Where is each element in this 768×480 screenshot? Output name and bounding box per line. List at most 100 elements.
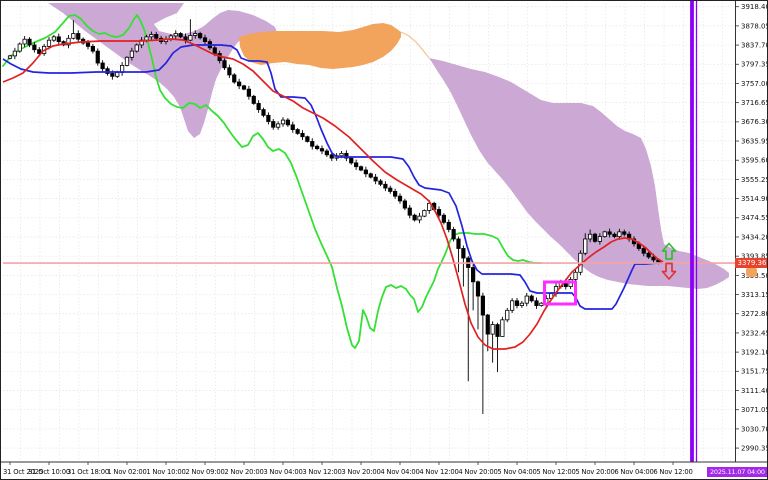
kijun-sen-line (2, 44, 663, 310)
bull-candle (149, 34, 154, 38)
bull-candle (129, 50, 134, 58)
price-tick-label: 3434.20 (741, 233, 768, 241)
price-tick-label: 2990.35 (741, 444, 768, 452)
bull-candle (422, 210, 427, 217)
bear-candle (256, 103, 261, 111)
bear-candle (397, 195, 403, 202)
bear-candle (315, 145, 320, 150)
axis-orange-marker (746, 267, 757, 277)
bull-candle (51, 36, 56, 41)
bear-candle (232, 74, 237, 83)
bear-candle (85, 42, 91, 47)
bear-candle (266, 114, 271, 122)
vline-date-badge: 2025.11.07 04:00 (707, 467, 767, 477)
bear-candle (154, 34, 159, 39)
bull-candle (7, 55, 13, 59)
up-arrow-icon (661, 242, 677, 260)
bear-candle (90, 45, 95, 52)
bear-candle (300, 132, 305, 138)
bull-candle (22, 38, 27, 45)
bear-candle (514, 300, 520, 306)
bear-candle (56, 36, 61, 43)
bear-candle (349, 157, 354, 164)
bull-candle (115, 72, 120, 77)
time-tick-label: 1 Nov 10:00 (146, 468, 185, 476)
bear-candle (27, 38, 32, 46)
bull-candle (617, 231, 622, 238)
highlight-rectangle[interactable] (543, 280, 577, 306)
time-tick-label: 1 Nov 02:00 (107, 468, 146, 476)
bull-candle (134, 44, 139, 52)
bear-candle (241, 85, 247, 90)
price-tick-label: 3918.40 (741, 3, 768, 11)
bear-candle (295, 129, 300, 134)
bear-candle (436, 209, 442, 216)
price-tick-label: 3030.70 (741, 425, 768, 433)
senkou-span-tail (400, 31, 430, 59)
bull-candle (12, 50, 17, 57)
bear-candle (607, 231, 612, 235)
bear-candle (246, 88, 251, 97)
bear-candle (456, 238, 461, 249)
bear-candle (612, 233, 617, 238)
bull-candle (173, 33, 178, 37)
bull-candle (339, 152, 344, 157)
bear-candle (592, 233, 598, 242)
time-tick-label: 2 Nov 20:00 (224, 468, 263, 476)
bear-candle (393, 191, 398, 197)
bear-candle (471, 267, 476, 283)
bull-candle (539, 302, 544, 306)
price-tick-label: 3797.35 (741, 61, 768, 69)
bear-candle (105, 68, 110, 74)
tenkan-sen-line (2, 38, 664, 350)
price-axis[interactable]: 3918.40 3878.05 3837.70 3797.35 3757.00 3716.… (735, 1, 768, 462)
time-tick-label: 4 Nov 12:00 (419, 468, 458, 476)
price-tick-label: 3716.65 (741, 99, 768, 107)
bear-candle (319, 148, 325, 152)
bear-candle (310, 141, 315, 147)
time-tick-label: 3 Nov 12:00 (302, 468, 341, 476)
bull-candle (583, 238, 588, 254)
bear-candle (446, 221, 451, 230)
bear-candle (407, 207, 412, 216)
time-tick-label: 4 Nov 20:00 (458, 468, 497, 476)
bear-candle (305, 136, 310, 142)
bear-candle (354, 162, 359, 168)
bear-candle (198, 33, 203, 39)
bull-candle (588, 233, 593, 240)
price-tick-label: 3232.45 (741, 329, 768, 337)
bull-candle (124, 56, 130, 66)
bull-candle (573, 271, 578, 280)
bear-candle (202, 37, 208, 43)
price-tick-label: 3071.05 (741, 406, 768, 414)
bear-candle (480, 295, 485, 316)
bullish-cloud (239, 23, 401, 69)
bull-candle (193, 33, 198, 36)
time-tick-label: 31 Oct 18:00 (67, 468, 109, 476)
bull-candle (427, 202, 432, 211)
bear-candle (475, 281, 481, 297)
bear-candle (651, 256, 656, 261)
bull-candle (597, 236, 602, 242)
time-tick-label: 5 Nov 04:00 (497, 468, 536, 476)
bear-candle (344, 152, 349, 159)
bear-candle (373, 176, 378, 182)
bull-candle (276, 123, 281, 128)
bull-candle (188, 35, 193, 41)
price-tick-label: 3595.60 (741, 157, 768, 165)
bear-candle (441, 214, 446, 223)
price-tick-label: 3635.95 (741, 137, 768, 145)
bear-candle (646, 252, 651, 258)
time-tick-label: 31 Oct 2025 (3, 468, 43, 476)
price-tick-label: 3192.10 (741, 349, 768, 357)
price-tick-label: 3272.80 (741, 310, 768, 318)
bear-candle (251, 95, 256, 104)
bear-candle (237, 81, 242, 87)
price-tick-label: 3837.70 (741, 41, 768, 49)
bear-candle (95, 50, 100, 64)
bear-candle (76, 33, 81, 40)
price-tick-label: 3111.40 (741, 387, 768, 395)
